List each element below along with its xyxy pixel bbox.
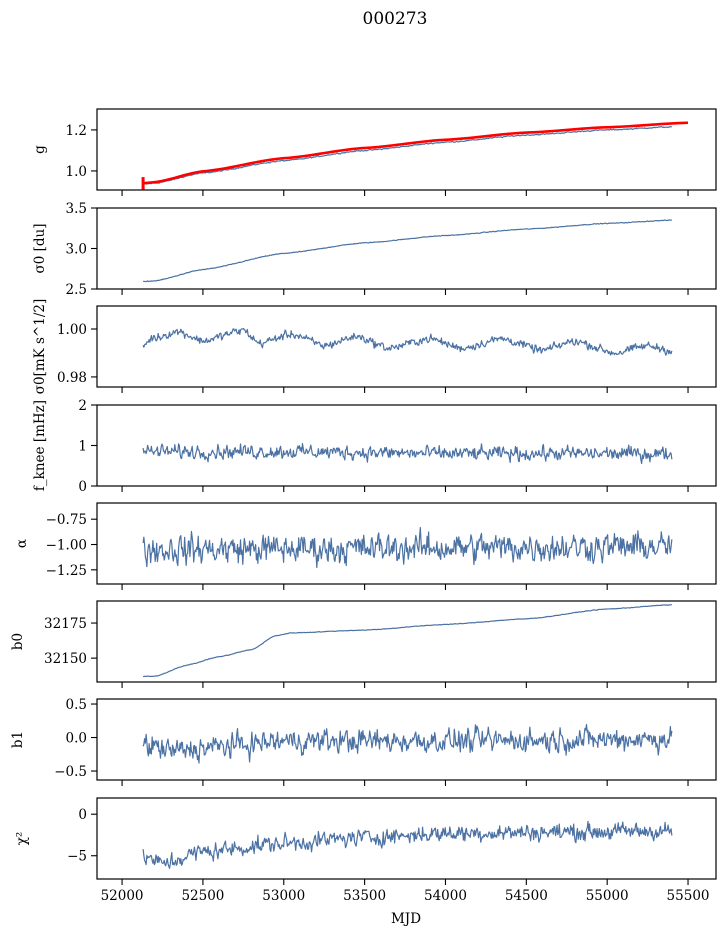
y-tick-label: 1.0 xyxy=(66,164,87,180)
series-line-b0 xyxy=(143,604,672,678)
y-axis-label: α xyxy=(14,539,30,548)
panel-fknee: 0 1 2 f_knee [mHz] xyxy=(32,398,717,495)
axes-frame xyxy=(96,108,717,191)
panel-g: 1.0 1.2 g xyxy=(32,108,717,196)
y-tick-label: 3.5 xyxy=(66,201,87,217)
axes-frame xyxy=(96,797,717,880)
y-axis-label: f_knee [mHz] xyxy=(32,400,48,491)
x-tick-label: 54000 xyxy=(424,888,467,904)
y-tick-label: 0.0 xyxy=(66,731,87,747)
axes-frame xyxy=(96,404,717,487)
panel-sigma0-mk: 0.98 1.00 σ0[mK s^1/2] xyxy=(32,299,717,394)
y-tick-label: 0 xyxy=(78,479,87,495)
axes-frame xyxy=(96,207,717,290)
y-tick-label: −5 xyxy=(67,849,87,865)
y-axis-label: b0 xyxy=(10,633,26,650)
x-tick-label: 53500 xyxy=(343,888,386,904)
y-tick-label: 3.0 xyxy=(66,242,87,258)
panel-chi2: −5 0 χ² xyxy=(14,797,717,885)
axes-frame xyxy=(96,502,717,585)
y-tick-label: 1.2 xyxy=(66,123,87,139)
panel-b1: −0.5 0.0 0.5 b1 xyxy=(10,697,717,786)
series-line-g xyxy=(142,125,672,185)
series-line-chi2 xyxy=(142,820,673,869)
axes-frame xyxy=(96,698,717,781)
y-tick-label: −1.25 xyxy=(46,563,87,579)
series-line-fknee xyxy=(142,443,673,465)
y-tick-label: 0.98 xyxy=(57,370,87,386)
y-tick-label: −0.5 xyxy=(54,764,87,780)
y-tick-label: 32175 xyxy=(44,616,87,632)
y-axis-label: σ0[mK s^1/2] xyxy=(32,299,48,394)
x-tick-label: 55000 xyxy=(586,888,629,904)
series-line-b1 xyxy=(142,724,673,764)
series-line-g-fit xyxy=(142,121,689,185)
y-tick-label: 2.5 xyxy=(66,282,87,298)
panel-alpha: −1.25 −1.00 −0.75 α xyxy=(14,502,717,590)
x-tick-label: 55500 xyxy=(667,888,710,904)
panel-b0: 32150 32175 b0 xyxy=(10,600,717,688)
y-tick-label: −1.00 xyxy=(46,538,87,554)
y-tick-label: 0 xyxy=(78,807,87,823)
y-tick-label: 32150 xyxy=(44,651,87,667)
panel-sigma0-du: 2.5 3.0 3.5 σ0 [du] xyxy=(32,201,717,298)
y-tick-label: 0.5 xyxy=(66,697,87,713)
axes-frame xyxy=(96,600,717,683)
x-axis-label: MJD xyxy=(391,911,421,927)
x-tick-label: 52000 xyxy=(101,888,144,904)
y-tick-label: 1 xyxy=(78,439,87,455)
x-tick-label: 54500 xyxy=(505,888,548,904)
y-tick-label: 2 xyxy=(78,398,87,414)
series-line-sigma0_du xyxy=(143,219,672,283)
y-axis-label: g xyxy=(32,145,48,154)
y-axis-label: σ0 [du] xyxy=(32,224,48,274)
y-tick-label: −0.75 xyxy=(46,512,87,528)
x-tick-label: 52500 xyxy=(181,888,224,904)
series-line-sigma0_mk xyxy=(142,327,673,356)
series-line-alpha xyxy=(142,526,673,569)
x-tick-label: 53000 xyxy=(262,888,305,904)
y-tick-label: 1.00 xyxy=(57,322,87,338)
axes-frame xyxy=(96,305,717,388)
y-axis-label: b1 xyxy=(10,731,26,748)
figure-title: 000273 xyxy=(363,9,428,29)
y-axis-label: χ² xyxy=(14,832,30,846)
